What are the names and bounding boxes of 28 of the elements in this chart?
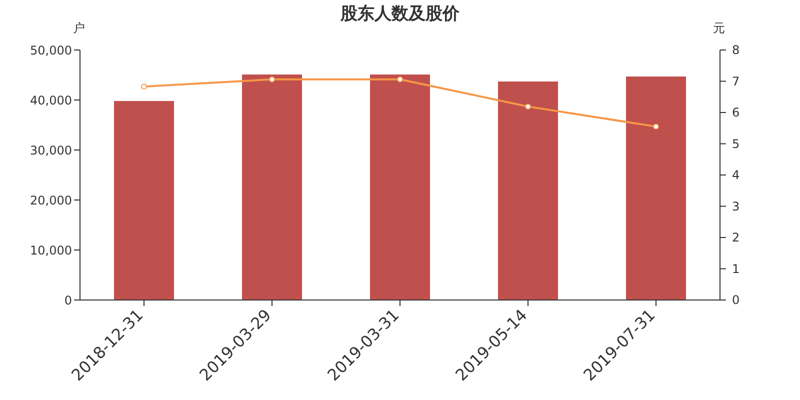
bar [370, 74, 430, 300]
point [141, 84, 147, 90]
y2-tick-label: 5 [732, 136, 740, 151]
chart-title: 股东人数及股价 [340, 4, 460, 24]
y-tick-label: 10,000 [30, 243, 72, 258]
bar [114, 101, 174, 300]
y2-tick-label: 2 [732, 230, 740, 244]
y2-tick-label: 8 [732, 43, 740, 57]
y2-tick-label: 6 [732, 106, 740, 120]
y2-tick-label: 4 [732, 168, 740, 182]
y-tick-label: 50,000 [30, 43, 72, 58]
y-tick-label: 30,000 [30, 143, 72, 158]
y2-tick-label: 1 [732, 262, 740, 276]
y2-tick-label: 3 [732, 199, 740, 214]
y-tick-label: 40,000 [30, 93, 72, 108]
y-tick-label: 20,000 [30, 193, 72, 208]
bar [626, 76, 686, 300]
point [525, 104, 531, 110]
point [397, 76, 403, 82]
y2-tick-label: 0 [732, 293, 740, 307]
point [653, 124, 659, 130]
bar [498, 82, 558, 300]
y2-axis-title: 元 [713, 20, 725, 37]
y-tick-label: 0 [64, 293, 72, 308]
point [269, 76, 275, 82]
y2-tick-label: 7 [732, 74, 740, 88]
y-axis-title: 户 [73, 20, 85, 37]
bar [242, 74, 302, 300]
